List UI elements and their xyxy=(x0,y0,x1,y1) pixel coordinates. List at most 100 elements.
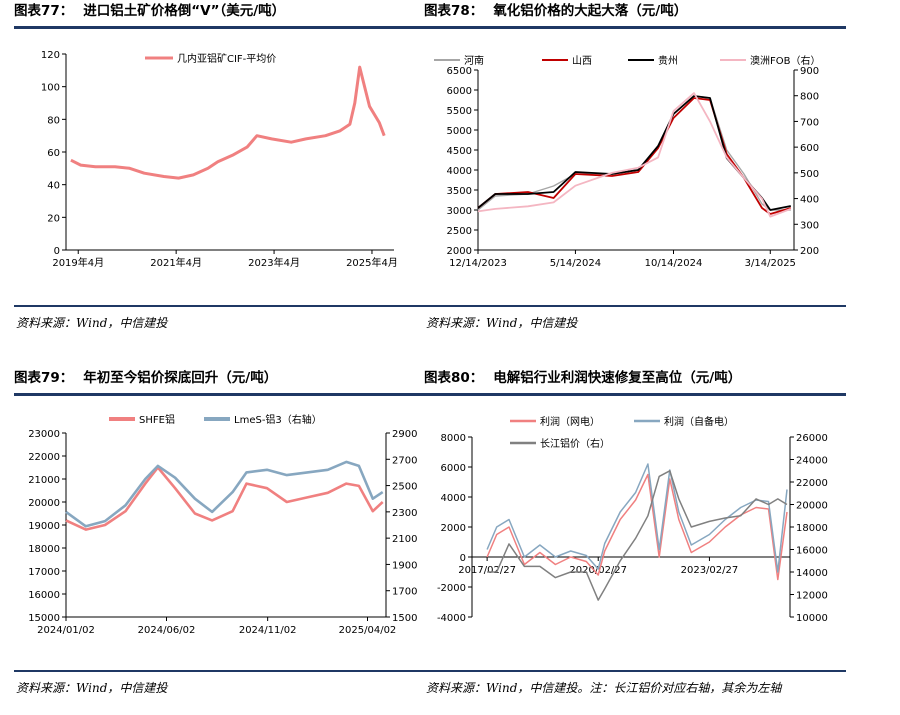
x-tick-label: 2025/04/02 xyxy=(339,625,397,636)
figure-number: 图表78： xyxy=(424,3,484,19)
y2-tick-label: 2900 xyxy=(392,429,417,440)
y2-tick-label: 14000 xyxy=(796,568,828,579)
legend-label: LmeS-铝3（右轴） xyxy=(234,413,322,426)
x-tick-label: 12/14/2023 xyxy=(449,258,507,269)
y-tick-label: 0 xyxy=(460,553,466,564)
y-tick-label: 100 xyxy=(41,83,60,94)
x-tick-label: 5/14/2024 xyxy=(550,258,601,269)
title-rule xyxy=(424,26,846,29)
y-tick-label: 15000 xyxy=(28,613,60,624)
series-line xyxy=(477,92,792,218)
x-tick-label: 2024/01/02 xyxy=(37,625,95,636)
title-rule xyxy=(14,393,436,396)
y2-tick-label: 10000 xyxy=(796,613,828,624)
y-tick-label: 2000 xyxy=(441,523,466,534)
panel-title: 图表79： 年初至今铝价探底回升（元/吨） xyxy=(14,367,277,389)
bottom-rule xyxy=(14,305,436,307)
y-tick-label: 19000 xyxy=(28,521,60,532)
chart-aluminum-price-ytd: 15000 16000 17000 18000 19000 20000 21000 22000… xyxy=(28,413,417,636)
bottom-rule xyxy=(424,670,846,672)
y2-tick-label: 800 xyxy=(800,92,819,103)
panel-77: 图表77： 进口铝土矿价格倒“V”（美元/吨） 0 20 40 60 80 100 120 20… xyxy=(14,0,444,340)
y2-tick-label: 400 xyxy=(800,195,819,206)
x-tick-label: 2024/11/02 xyxy=(239,625,297,636)
y2-tick-label: 300 xyxy=(800,220,819,231)
x-tick-label: 2023/02/27 xyxy=(681,565,739,576)
y2-tick-label: 600 xyxy=(800,143,819,154)
y-tick-label: 5500 xyxy=(447,106,472,117)
panel-78: 图表78： 氧化铝价格的大起大落（元/吨） 2000 2500 3000 3500 400… xyxy=(424,0,854,340)
figure-number: 图表79： xyxy=(14,370,74,386)
y-tick-label: 18000 xyxy=(28,544,60,555)
y2-tick-label: 16000 xyxy=(796,546,828,557)
panel-title: 图表78： 氧化铝价格的大起大落（元/吨） xyxy=(424,0,687,22)
y-tick-label: -2000 xyxy=(437,583,466,594)
x-tick-label: 3/14/2025 xyxy=(745,258,796,269)
figure-title: 电解铝行业利润快速修复至高位（元/吨） xyxy=(493,370,742,386)
y-tick-label: 5000 xyxy=(447,126,472,137)
x-tick-label: 2021年4月 xyxy=(150,256,202,269)
y-tick-label: 4500 xyxy=(447,146,472,157)
y-tick-label: 6000 xyxy=(447,86,472,97)
y-tick-label: 2500 xyxy=(447,226,472,237)
y-tick-label: 4000 xyxy=(441,493,466,504)
y-tick-label: 80 xyxy=(47,115,60,126)
legend-label: SHFE铝 xyxy=(139,414,175,426)
y-tick-label: 2000 xyxy=(447,246,472,257)
y-tick-label: 0 xyxy=(54,246,60,257)
y2-tick-label: 200 xyxy=(800,246,819,257)
y-tick-label: 6500 xyxy=(447,66,472,77)
y2-tick-label: 2300 xyxy=(392,508,417,519)
x-tick-label: 10/14/2024 xyxy=(645,258,703,269)
figure-title: 进口铝土矿价格倒“V”（美元/吨） xyxy=(83,3,286,19)
legend-label: 河南 xyxy=(464,54,484,67)
legend-label: 山西 xyxy=(572,55,592,67)
y-tick-label: 20 xyxy=(47,213,60,224)
y2-tick-label: 2500 xyxy=(392,482,417,493)
y2-tick-label: 26000 xyxy=(796,433,828,444)
figure-title: 氧化铝价格的大起大落（元/吨） xyxy=(493,3,688,19)
y2-tick-label: 1700 xyxy=(392,587,417,598)
x-tick-label: 2020/02/27 xyxy=(569,565,627,576)
series-line xyxy=(477,97,792,215)
y-tick-label: 16000 xyxy=(28,590,60,601)
title-rule xyxy=(424,393,846,396)
y-tick-label: 60 xyxy=(47,148,60,159)
series-line xyxy=(65,460,384,528)
figure-number: 图表77： xyxy=(14,3,74,19)
source-note: 资料来源：Wind，中信建投 xyxy=(16,681,168,695)
y-tick-label: 6000 xyxy=(441,463,466,474)
y-tick-label: 3500 xyxy=(447,186,472,197)
y-tick-label: 8000 xyxy=(441,433,466,444)
y2-tick-label: 1900 xyxy=(392,560,417,571)
x-tick-label: 2019年4月 xyxy=(52,256,104,269)
y-tick-label: 20000 xyxy=(28,498,60,509)
y2-tick-label: 2100 xyxy=(392,534,417,545)
y2-tick-label: 12000 xyxy=(796,591,828,602)
y2-tick-label: 1500 xyxy=(392,613,417,624)
legend-label: 长江铝价（右） xyxy=(540,437,610,450)
figure-title: 年初至今铝价探底回升（元/吨） xyxy=(83,370,278,386)
source-note: 资料来源：Wind，中信建投 xyxy=(426,316,578,330)
chart-electrolytic-aluminum-profit: -4000 -2000 0 2000 4000 6000 8000 10000 12000 140… xyxy=(437,415,828,624)
y2-tick-label: 20000 xyxy=(796,501,828,512)
legend-label: 利润（自备电） xyxy=(664,415,734,428)
panel-79: 图表79： 年初至今铝价探底回升（元/吨） 15000 16000 17000 1800… xyxy=(14,367,444,715)
legend-label: 利润（网电） xyxy=(540,415,600,428)
chart-alumina-price: 2000 2500 3000 3500 4000 4500 5000 5500 6000 6500… xyxy=(434,54,820,269)
title-rule xyxy=(14,26,436,29)
legend-label: 澳洲FOB（右） xyxy=(750,54,820,67)
panel-title: 图表77： 进口铝土矿价格倒“V”（美元/吨） xyxy=(14,0,285,22)
series-line xyxy=(65,466,384,531)
y-tick-label: 21000 xyxy=(28,475,60,486)
y-tick-label: 3000 xyxy=(447,206,472,217)
y2-tick-label: 700 xyxy=(800,117,819,128)
y2-tick-label: 22000 xyxy=(796,478,828,489)
series-line xyxy=(487,470,788,601)
y-tick-label: 23000 xyxy=(28,429,60,440)
x-tick-label: 2024/06/02 xyxy=(138,625,196,636)
y2-tick-label: 500 xyxy=(800,169,819,180)
legend-label: 贵州 xyxy=(658,54,678,67)
y2-tick-label: 2700 xyxy=(392,455,417,466)
x-tick-label: 2017/02/27 xyxy=(458,565,516,576)
